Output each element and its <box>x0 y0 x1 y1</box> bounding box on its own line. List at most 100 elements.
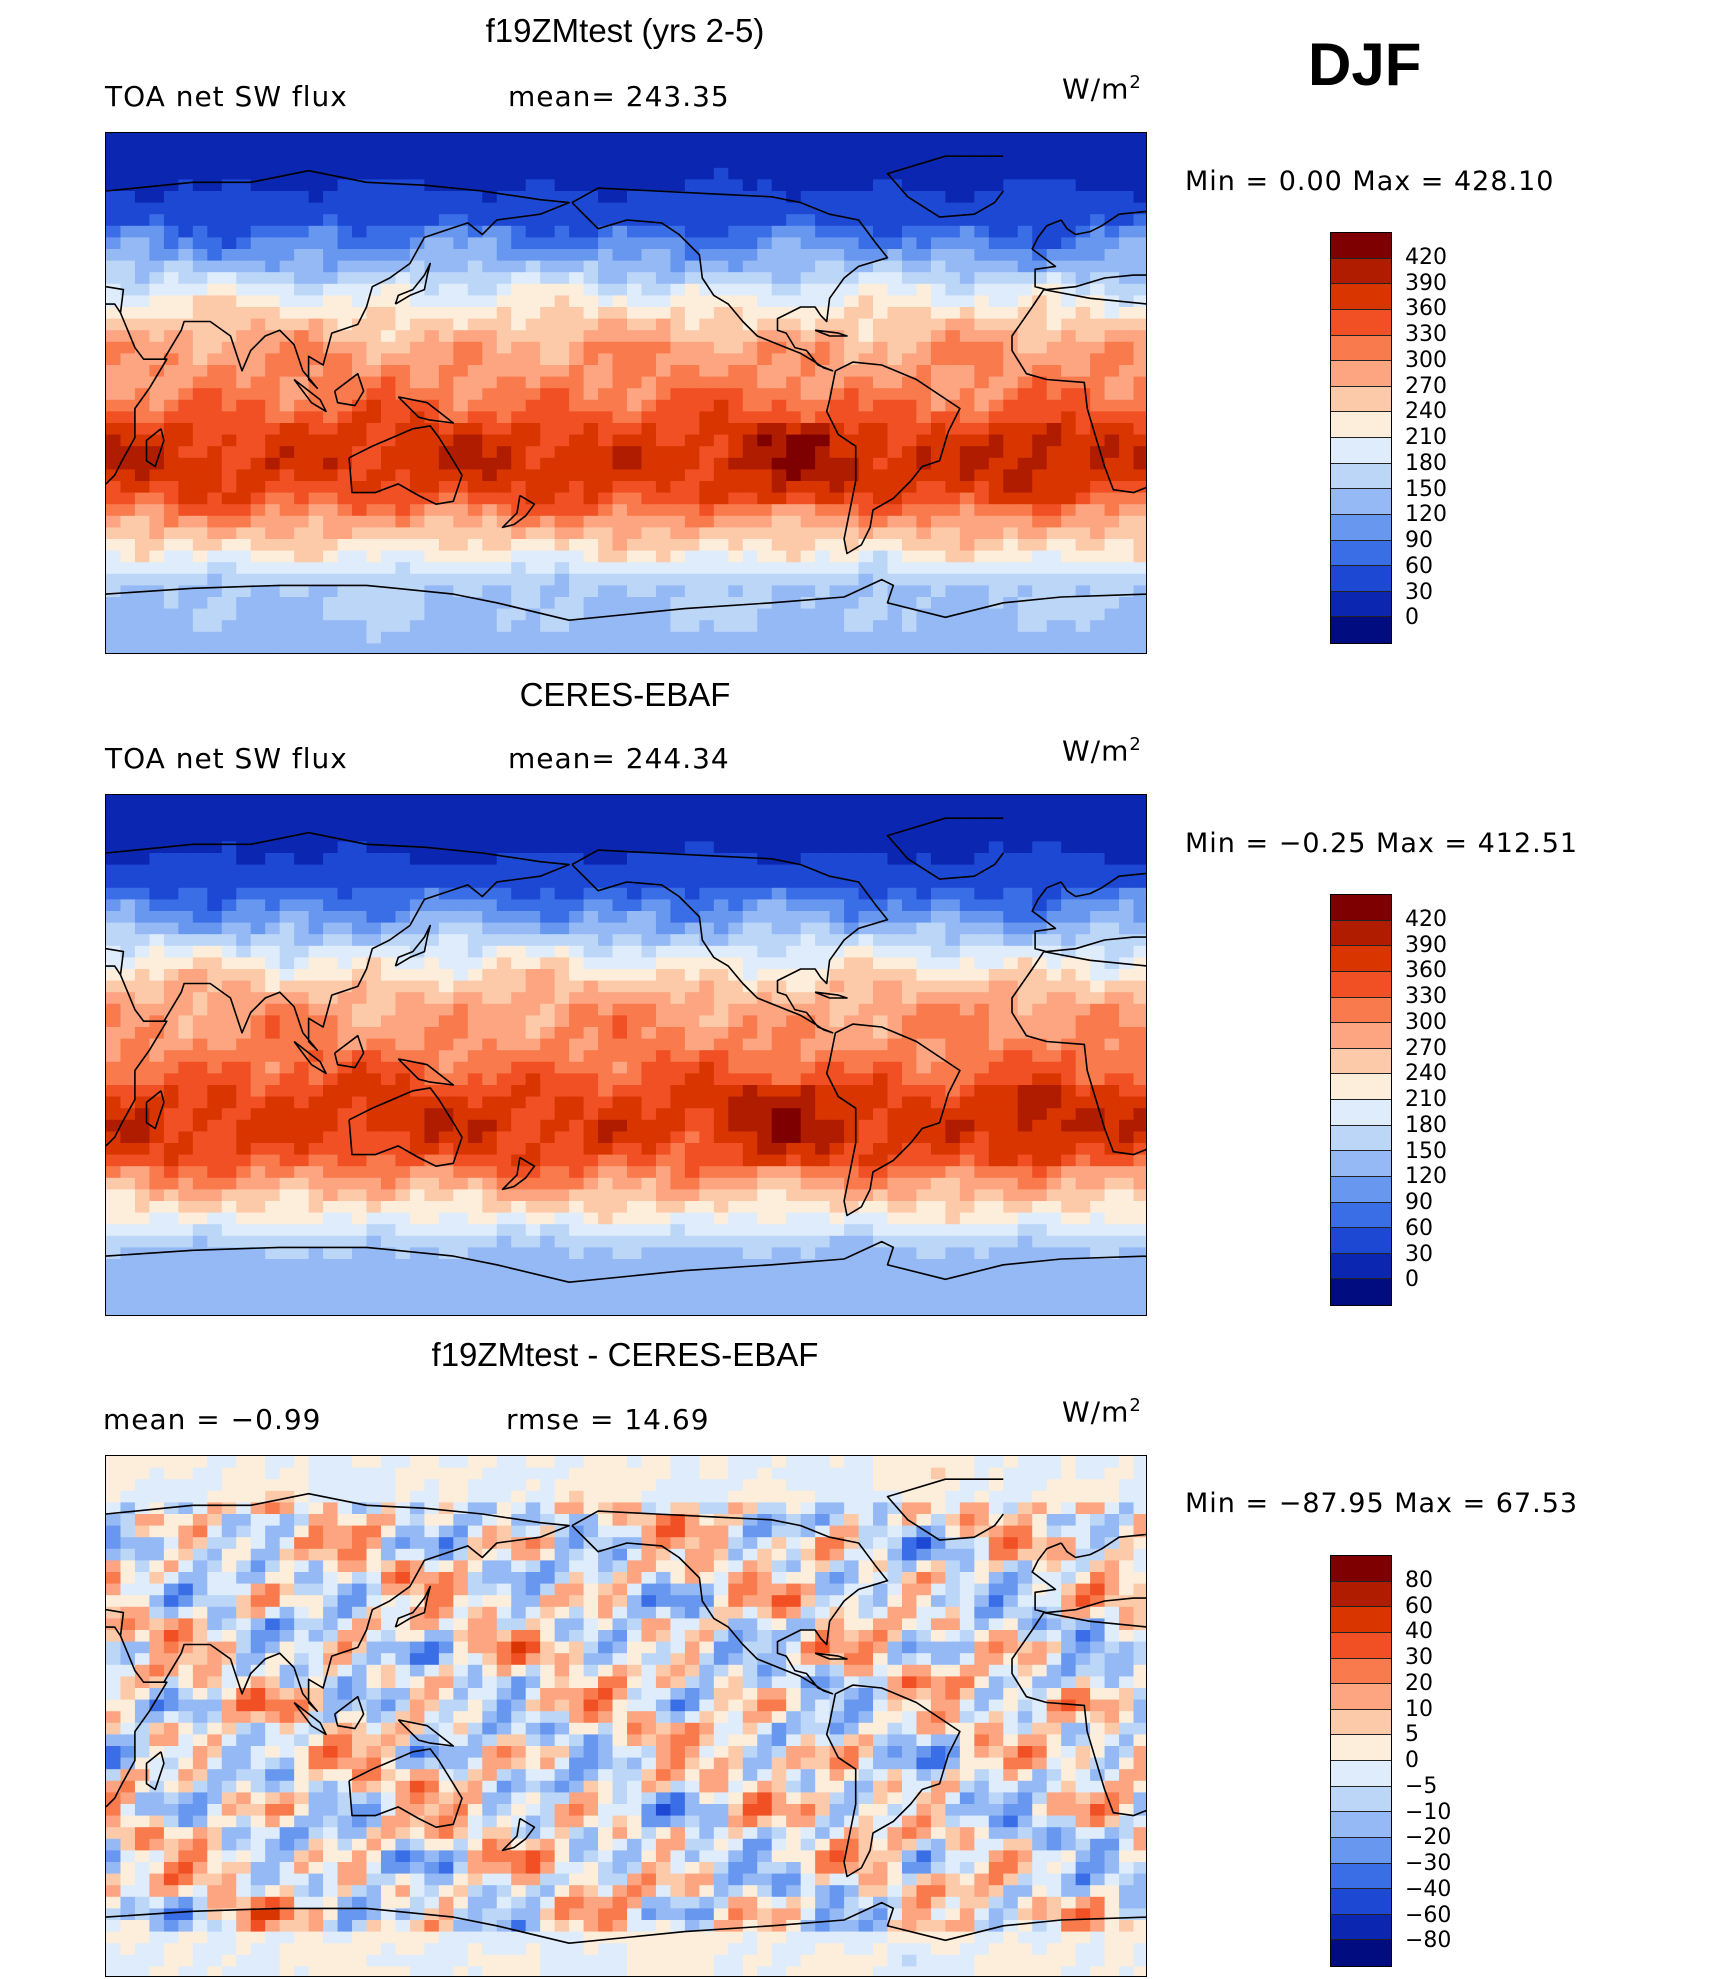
field-cell <box>583 806 599 819</box>
field-cell <box>959 597 975 610</box>
field-cell <box>742 457 758 470</box>
field-cell <box>670 249 686 262</box>
field-cell <box>974 992 990 1005</box>
field-cell <box>294 899 310 912</box>
field-cell <box>974 631 990 644</box>
field-cell <box>844 1050 860 1063</box>
field-cell <box>771 922 787 935</box>
field-cell <box>482 515 498 528</box>
field-cell <box>1061 1003 1077 1016</box>
field-cell <box>120 887 136 900</box>
field-cell <box>279 481 295 494</box>
field-cell <box>1133 492 1146 505</box>
field-cell <box>525 457 541 470</box>
field-cell <box>395 330 411 343</box>
field-cell <box>1119 214 1135 227</box>
field-cell <box>1003 179 1019 192</box>
field-cell <box>337 434 353 447</box>
field-cell <box>974 853 990 866</box>
field-cell <box>873 829 889 842</box>
field-cell <box>684 597 700 610</box>
field-cell <box>192 1027 208 1040</box>
field-cell <box>250 202 266 215</box>
field-cell <box>771 887 787 900</box>
field-cell <box>323 527 339 540</box>
field-cell <box>294 795 310 808</box>
field-cell <box>1090 562 1106 575</box>
field-cell <box>106 911 122 924</box>
field-cell <box>974 539 990 552</box>
field-cell <box>134 818 151 831</box>
field-cell <box>1061 911 1077 924</box>
field-cell <box>192 365 208 378</box>
field-cell <box>221 156 237 169</box>
field-cell <box>308 573 324 586</box>
field-cell <box>380 1061 397 1074</box>
field-cell <box>627 307 643 320</box>
field-cell <box>395 272 411 285</box>
field-cell <box>511 469 527 482</box>
field-cell <box>1032 841 1048 854</box>
field-cell <box>409 133 425 146</box>
field-cell <box>192 144 208 157</box>
field-cell <box>771 573 787 586</box>
field-cell <box>699 934 715 947</box>
field-cell <box>525 818 541 831</box>
field-cell <box>438 283 454 296</box>
field-cell <box>207 376 223 389</box>
field-cell <box>323 237 339 250</box>
field-cell <box>540 922 556 935</box>
field-cell <box>236 167 252 180</box>
field-cell <box>496 133 512 146</box>
field-cell <box>106 1027 122 1040</box>
field-cell <box>192 911 208 924</box>
field-cell <box>1133 911 1146 924</box>
field-cell <box>149 597 165 610</box>
field-cell <box>887 1015 903 1028</box>
field-cell <box>1104 980 1120 993</box>
field-cell <box>337 330 353 343</box>
field-cell <box>699 899 715 912</box>
field-cell <box>192 353 208 366</box>
field-cell <box>1119 829 1135 842</box>
field-cell <box>236 934 252 947</box>
field-cell <box>670 504 686 517</box>
field-cell <box>525 388 541 401</box>
field-cell <box>207 911 223 924</box>
field-cell <box>409 272 425 285</box>
field-cell <box>627 1015 643 1028</box>
field-cell <box>713 992 729 1005</box>
field-cell <box>916 922 932 935</box>
field-cell <box>106 608 122 621</box>
field-cell <box>728 806 744 819</box>
field-cell <box>120 283 136 296</box>
field-cell <box>482 434 498 447</box>
field-cell <box>728 167 744 180</box>
field-cell <box>930 608 946 621</box>
field-cell <box>352 492 368 505</box>
field-cell <box>1119 399 1135 412</box>
field-cell <box>265 806 281 819</box>
field-cell <box>1090 249 1106 262</box>
field-cell <box>655 795 672 808</box>
field-cell <box>1133 225 1146 238</box>
field-cell <box>1017 202 1033 215</box>
field-cell <box>887 620 903 633</box>
field-cell <box>1104 527 1120 540</box>
field-cell <box>627 829 643 842</box>
field-cell <box>988 934 1004 947</box>
field-cell <box>930 260 946 273</box>
field-cell <box>670 1015 686 1028</box>
field-cell <box>583 330 599 343</box>
field-cell <box>1075 365 1091 378</box>
field-cell <box>1032 457 1048 470</box>
field-cell <box>540 573 556 586</box>
field-cell <box>641 643 657 653</box>
field-cell <box>728 922 744 935</box>
field-cell <box>728 249 744 262</box>
field-cell <box>1017 573 1033 586</box>
field-cell <box>829 527 845 540</box>
field-cell <box>221 353 237 366</box>
field-cell <box>757 446 773 459</box>
field-cell <box>583 1027 599 1040</box>
